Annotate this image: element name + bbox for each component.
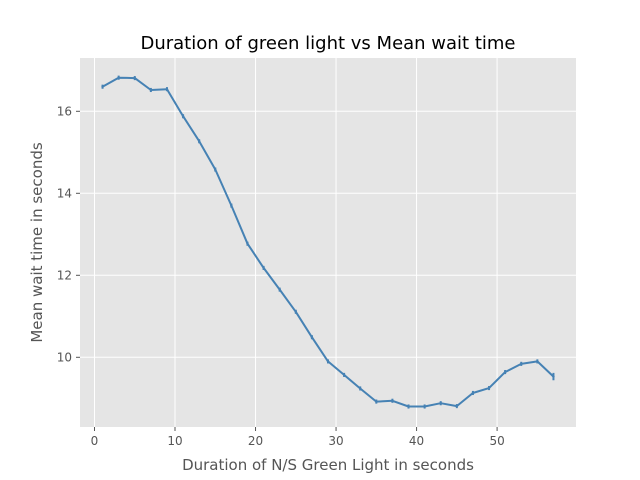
- data-point: [326, 360, 330, 363]
- data-point: [391, 399, 394, 402]
- grid: [80, 58, 576, 427]
- data-point: [375, 400, 378, 403]
- x-axis-label: Duration of N/S Green Light in seconds: [182, 456, 474, 474]
- y-tick-label: 12: [57, 268, 72, 282]
- data-point: [552, 375, 555, 378]
- data-point: [101, 85, 104, 88]
- data-point: [471, 391, 475, 395]
- x-tick-label: 50: [489, 434, 504, 448]
- data-point: [439, 402, 442, 405]
- chart-title: Duration of green light vs Mean wait tim…: [140, 33, 515, 54]
- data-point: [197, 140, 201, 143]
- x-tick-label: 40: [409, 434, 424, 448]
- data-point: [181, 115, 185, 118]
- y-tick-label: 16: [57, 104, 72, 118]
- data-point: [520, 362, 523, 366]
- data-point: [246, 242, 249, 245]
- data-point: [342, 373, 346, 377]
- data-point: [230, 204, 233, 207]
- data-point: [487, 386, 491, 390]
- x-tick-label: 30: [328, 434, 343, 448]
- x-tick-label: 0: [91, 434, 99, 448]
- data-point: [133, 76, 136, 80]
- data-point: [294, 310, 297, 313]
- data-point: [278, 288, 281, 291]
- y-axis-label: Mean wait time in seconds: [28, 142, 46, 343]
- data-point: [214, 168, 217, 171]
- y-tick-label: 14: [57, 186, 72, 200]
- x-tick-label: 20: [248, 434, 263, 448]
- series-group: [101, 75, 555, 409]
- data-point: [455, 404, 459, 408]
- data-point: [359, 387, 362, 390]
- axis-ticks: 0 10 20 30 40 50 10 12 14 16: [57, 104, 505, 448]
- data-point: [262, 266, 265, 270]
- data-point: [423, 405, 426, 408]
- data-point: [503, 370, 507, 374]
- x-tick-label: 10: [167, 434, 182, 448]
- data-point: [407, 405, 410, 408]
- data-point: [117, 76, 120, 79]
- data-point: [310, 336, 314, 339]
- data-point: [536, 360, 539, 363]
- data-point: [149, 88, 153, 92]
- plot-background: [80, 58, 576, 427]
- data-point: [165, 87, 169, 91]
- y-tick-label: 10: [57, 350, 72, 364]
